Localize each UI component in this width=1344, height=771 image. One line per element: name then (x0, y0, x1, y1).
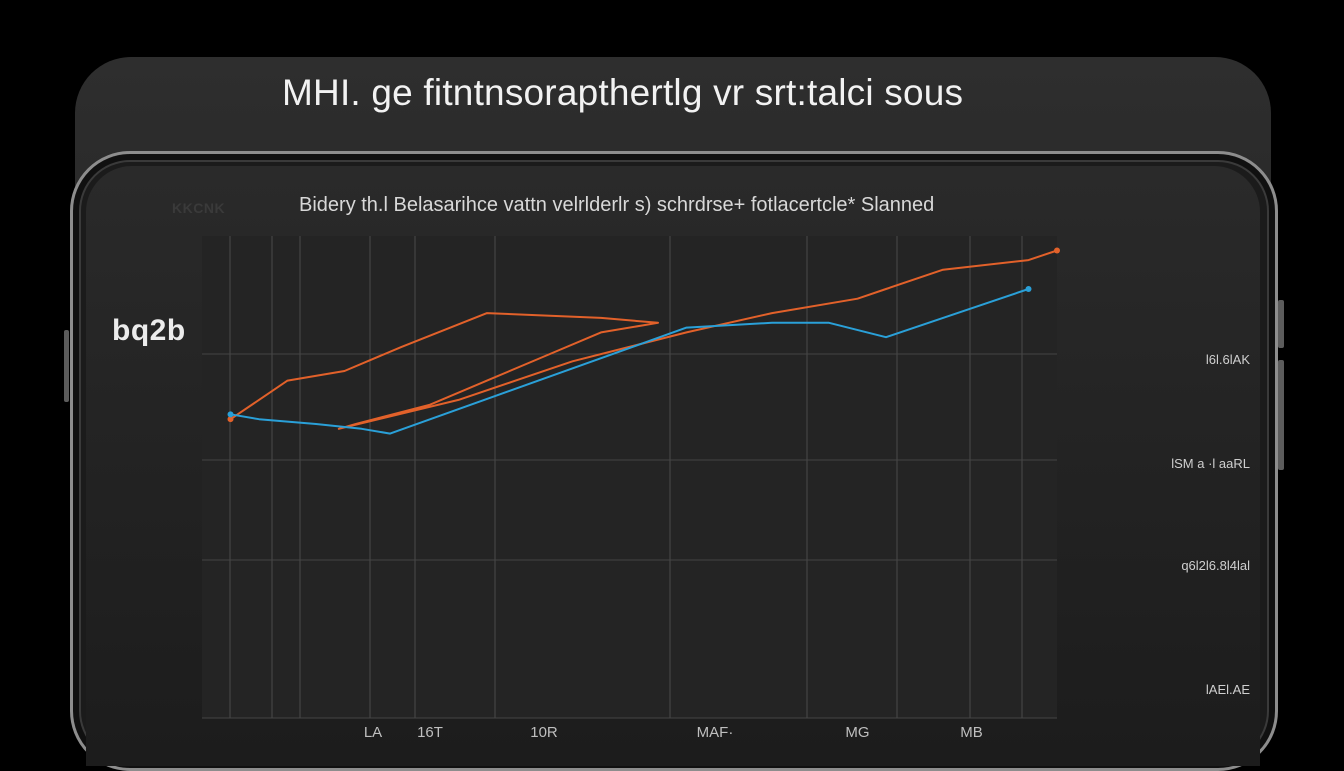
chart-subtitle: Bidery th.l Belasarihce vattn velrlderlr… (299, 194, 935, 216)
x-tick-label: MAF· (697, 724, 734, 741)
corner-label: KKCNK (172, 200, 226, 216)
x-tick-label: 16T (417, 724, 443, 741)
x-tick-label: MG (845, 724, 869, 741)
right-side-button (1278, 300, 1284, 348)
line-chart: LA 16T 10R MAF· MG MB l6l.6lAK lSM a ·l aaRL q6l… (202, 236, 1250, 741)
left-side-button (64, 330, 69, 402)
series-point (1025, 286, 1032, 293)
y-tick-label: lAEl.AE (1206, 682, 1250, 697)
headline: MHI. ge fitntnsorapthertlg vr srt:talci … (282, 72, 964, 113)
right-side-button-2 (1278, 360, 1284, 470)
plot-area (202, 236, 1057, 718)
series-line-1 (229, 249, 1058, 430)
series-point (227, 411, 234, 418)
x-tick-label: 10R (530, 724, 558, 741)
side-value-label: bq2b (112, 314, 186, 347)
x-tick-label: MB (960, 724, 983, 741)
y-tick-label: q6l2l6.8l4lal (1181, 558, 1250, 573)
series-point (1054, 247, 1060, 254)
series-point (227, 416, 234, 423)
x-tick-label: LA (364, 724, 382, 741)
y-tick-label: l6l.6lAK (1206, 352, 1250, 367)
y-tick-label: lSM a ·l aaRL (1171, 456, 1250, 471)
series-line-2 (230, 288, 1029, 435)
